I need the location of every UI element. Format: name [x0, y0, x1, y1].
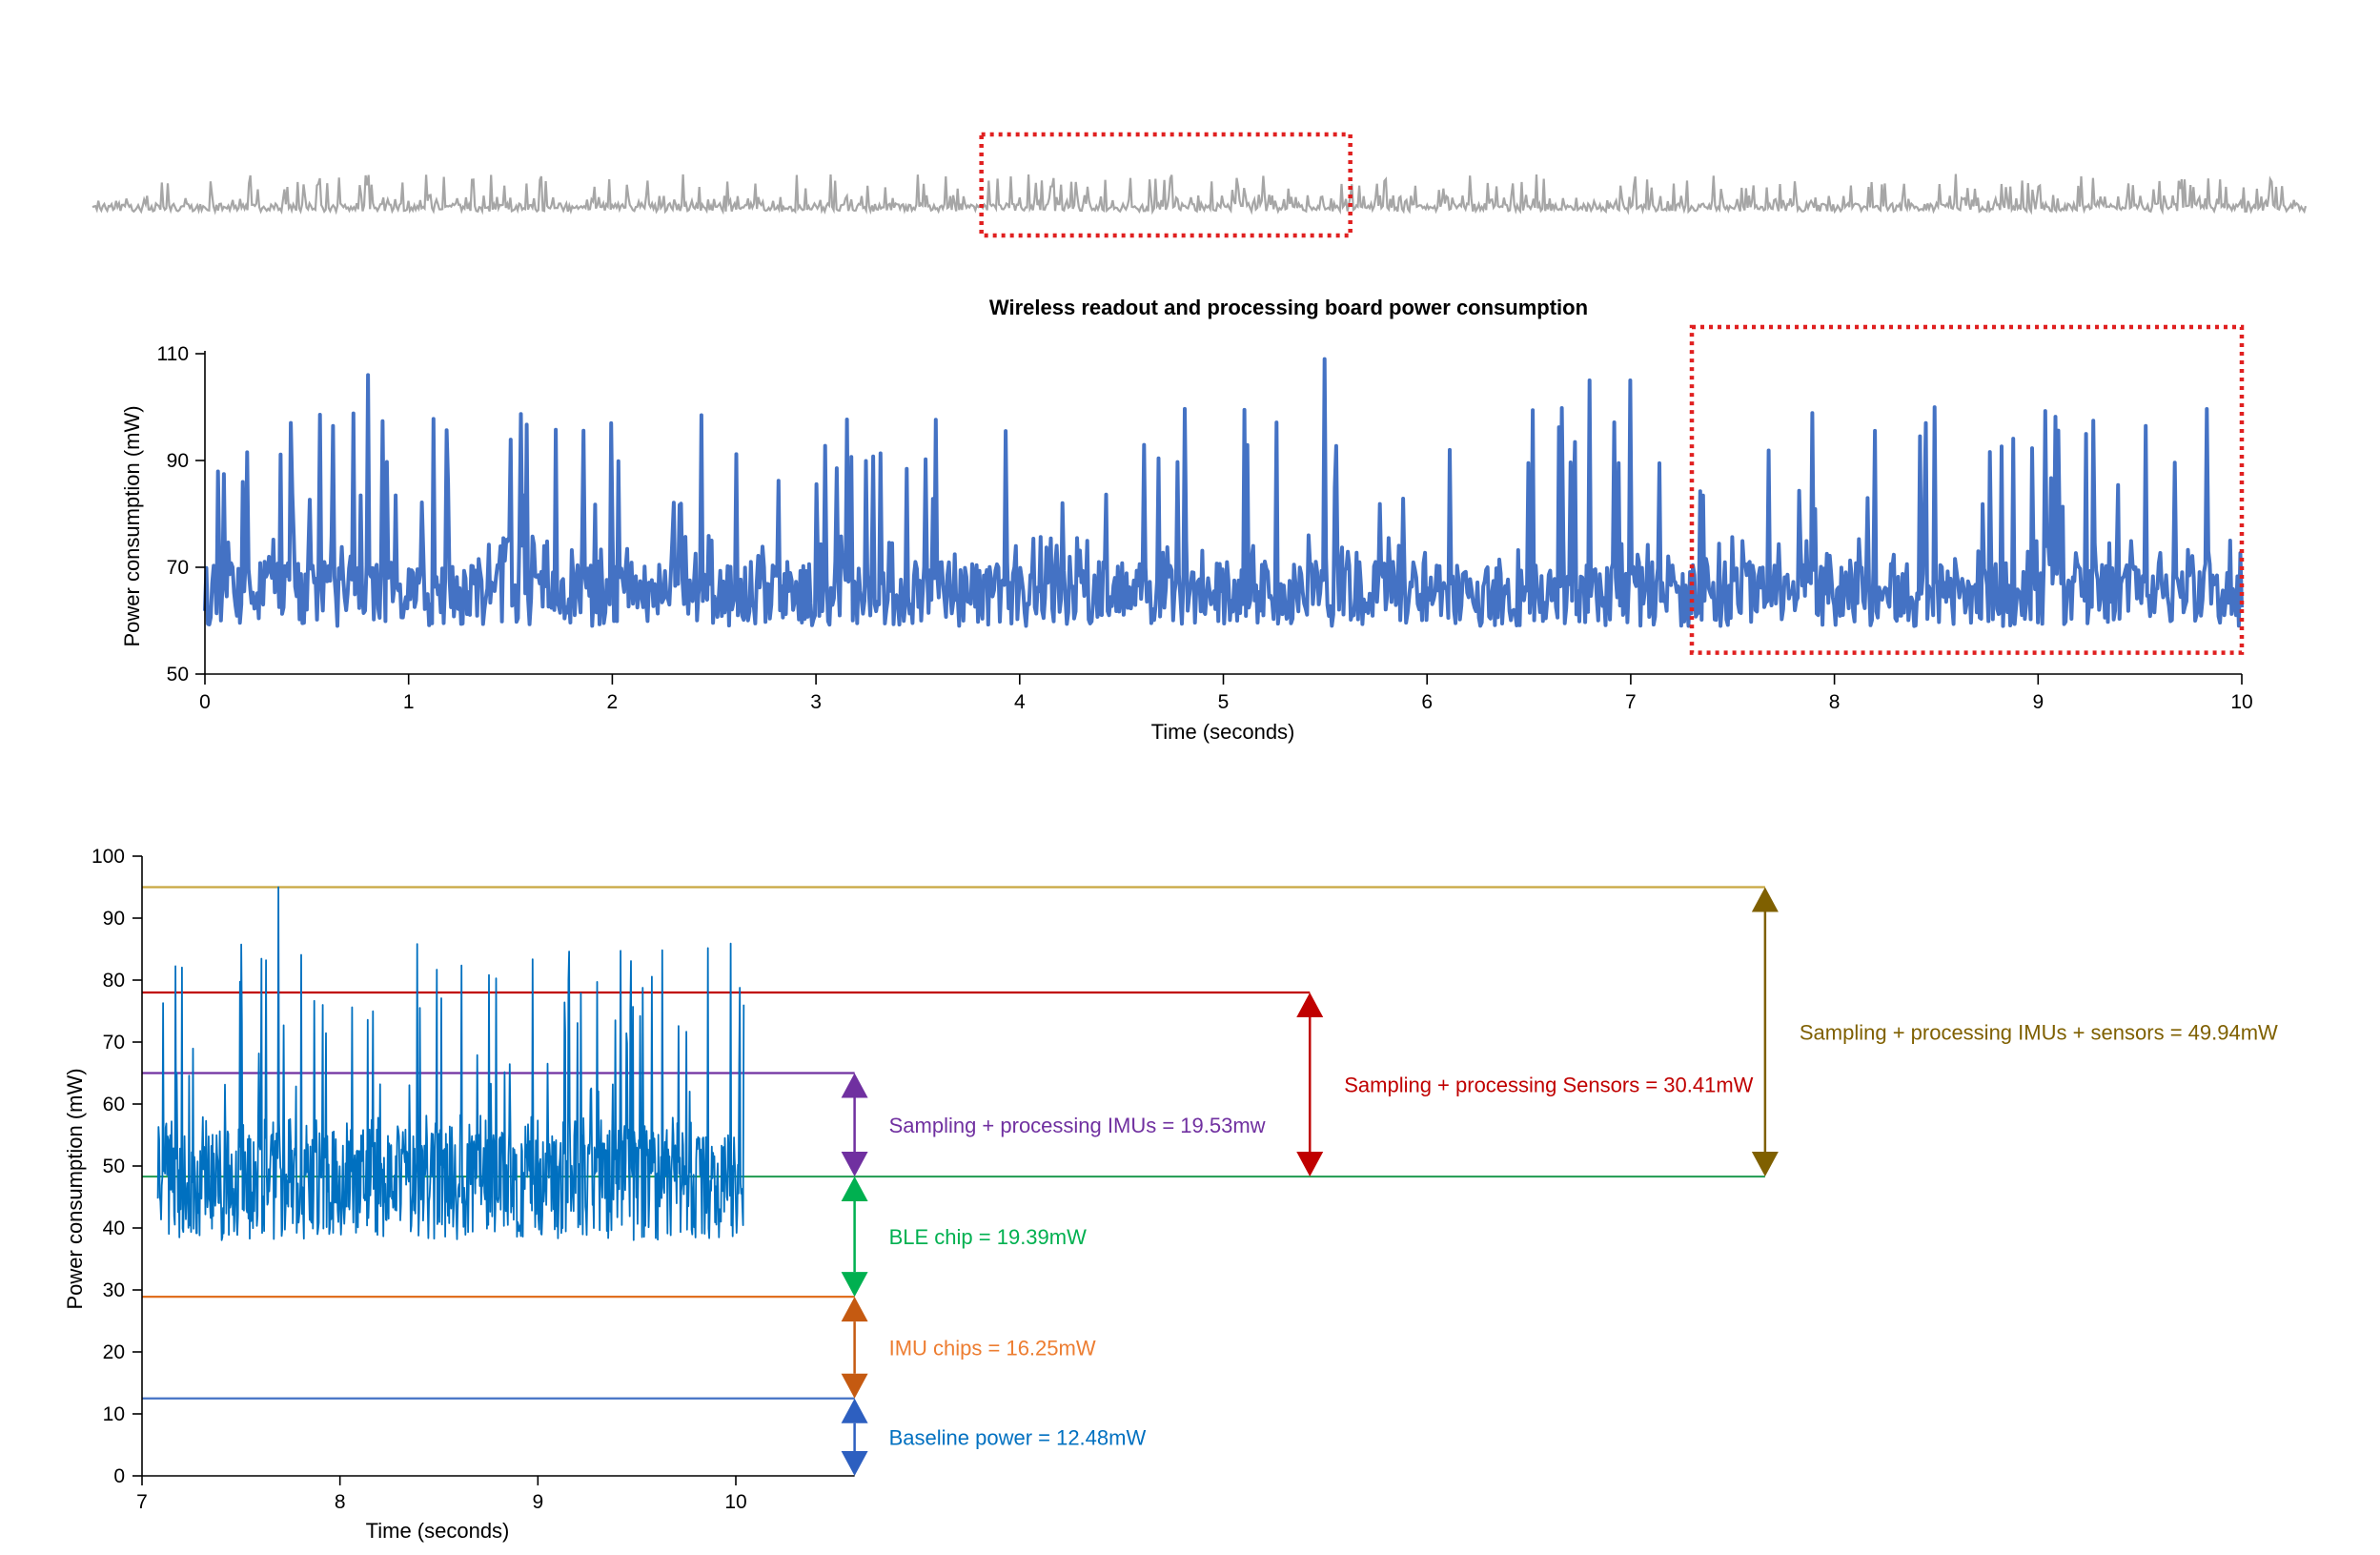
y-tick-label: 50: [103, 1156, 125, 1177]
annotation-label: Baseline power = 12.48mW: [889, 1425, 1147, 1449]
annotation-arrow: Sampling + processing Sensors = 30.41mW: [1296, 992, 1754, 1177]
arrow-head-up: [841, 1297, 868, 1322]
y-tick-label: 50: [167, 664, 189, 685]
y-tick-label: 60: [103, 1094, 125, 1115]
annotation-arrow: IMU chips = 16.25mW: [841, 1297, 1096, 1399]
zoom-series-line: [156, 886, 745, 1241]
annotation-label: Sampling + processing Sensors = 30.41mW: [1344, 1074, 1753, 1097]
y-tick-label: 30: [103, 1279, 125, 1301]
annotation-arrow: BLE chip = 19.39mW: [841, 1176, 1088, 1298]
chart-title: Wireless readout and processing board po…: [989, 296, 1588, 319]
y-tick-label: 110: [157, 343, 189, 365]
y-tick-labels: 0 10 20 30 40 50 60 70 80 90 100: [92, 846, 142, 1487]
y-tick-label: 70: [103, 1032, 125, 1054]
x-tick-label: 9: [2032, 691, 2044, 713]
arrow-head-down: [841, 1272, 868, 1298]
annotation-arrow: Sampling + processing IMUs + sensors = 4…: [1751, 887, 2278, 1177]
overview-chart: [92, 132, 2308, 238]
x-tick-labels: 7 8 9 10: [136, 1476, 747, 1513]
x-tick-label: 1: [403, 691, 415, 713]
x-tick-label: 3: [810, 691, 822, 713]
x-tick-label: 8: [1829, 691, 1841, 713]
y-tick-label: 90: [103, 908, 125, 930]
annotation-label: BLE chip = 19.39mW: [889, 1225, 1088, 1249]
y-tick-label: 10: [103, 1403, 125, 1425]
arrow-head-up: [841, 1073, 868, 1098]
annotation-label: Sampling + processing IMUs = 19.53mw: [889, 1114, 1266, 1137]
arrow-head-down: [1751, 1152, 1779, 1177]
y-axis-label: Power consumption (mW): [63, 1068, 87, 1309]
overview-trace: [92, 174, 2308, 215]
y-tick-label: 80: [103, 970, 125, 992]
y-tick-label: 70: [167, 557, 189, 579]
x-tick-label: 10: [724, 1491, 746, 1513]
y-axis-label: Power consumption (mW): [120, 405, 144, 646]
arrow-head-up: [1751, 887, 1779, 912]
x-tick-label: 2: [607, 691, 619, 713]
main-chart: Wireless readout and processing board po…: [120, 296, 2253, 744]
y-tick-labels: 50 70 90 110: [157, 343, 205, 685]
annotation-arrow: Baseline power = 12.48mW: [841, 1398, 1147, 1476]
x-tick-label: 5: [1218, 691, 1230, 713]
x-tick-label: 7: [136, 1491, 148, 1513]
annotation-arrow: Sampling + processing IMUs = 19.53mw: [841, 1073, 1266, 1177]
y-tick-label: 0: [113, 1465, 125, 1487]
arrow-head-up: [841, 1176, 868, 1202]
x-tick-label: 9: [532, 1491, 543, 1513]
arrow-head-down: [841, 1451, 868, 1476]
annotation-label: IMU chips = 16.25mW: [889, 1336, 1096, 1360]
y-tick-label: 90: [167, 450, 189, 472]
highlight-window: [1689, 324, 2245, 655]
arrow-head-down: [841, 1373, 868, 1399]
x-tick-label: 4: [1014, 691, 1026, 713]
y-tick-label: 100: [92, 846, 125, 868]
x-tick-labels: 0 1 2 3 4 5 6 7 8 9 10: [199, 674, 2253, 713]
annotation-label: Sampling + processing IMUs + sensors = 4…: [1800, 1020, 2278, 1044]
y-tick-label: 40: [103, 1217, 125, 1239]
arrow-head-up: [841, 1398, 868, 1423]
x-tick-label: 8: [335, 1491, 346, 1513]
x-axis-label: Time (seconds): [366, 1519, 510, 1543]
overview-highlight-window: [979, 132, 1353, 238]
x-tick-label: 7: [1625, 691, 1637, 713]
x-axis-label: Time (seconds): [1151, 720, 1295, 744]
x-tick-label: 6: [1421, 691, 1433, 713]
annotation-arrows: Baseline power = 12.48mW IMU chips = 16.2…: [807, 887, 2278, 1477]
arrow-head-down: [841, 1152, 868, 1177]
power-series-line: [203, 357, 2244, 628]
x-tick-label: 0: [199, 691, 211, 713]
level-lines: [142, 886, 1765, 1400]
y-tick-label: 20: [103, 1341, 125, 1363]
arrow-head-down: [1296, 1152, 1324, 1177]
arrow-head-up: [1296, 992, 1324, 1017]
breakdown-chart: Power consumption (mW) Time (seconds) 7 8…: [63, 846, 2278, 1543]
x-tick-label: 10: [2230, 691, 2252, 713]
